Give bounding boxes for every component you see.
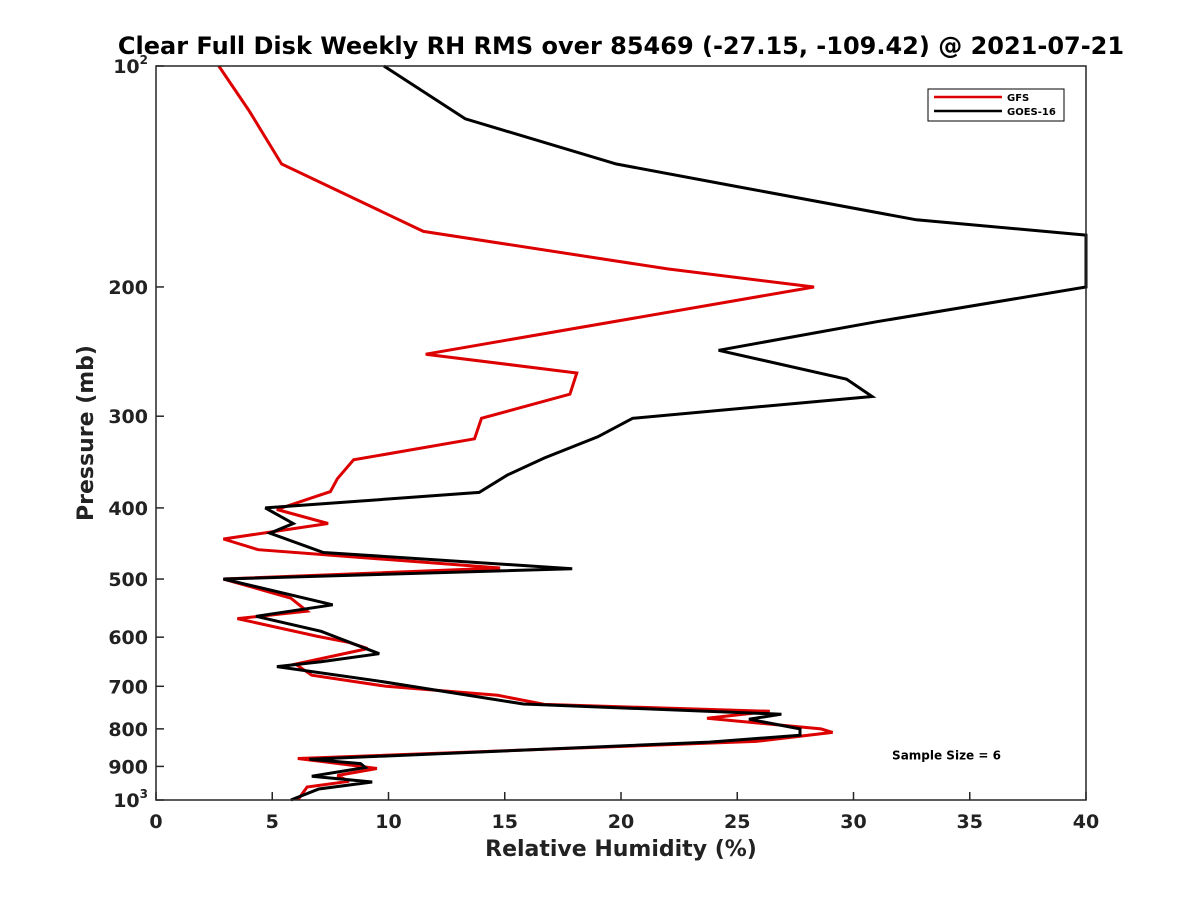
x-tick-label: 0 — [149, 811, 162, 833]
chart-title: Clear Full Disk Weekly RH RMS over 85469… — [118, 32, 1124, 60]
series-line-gfs — [217, 65, 834, 801]
legend-box — [927, 88, 1065, 122]
y-tick-label: 400 — [108, 498, 148, 520]
plot-series-group — [217, 64, 1088, 802]
x-tick-label: 25 — [724, 811, 750, 833]
y-tick-label: 900 — [108, 756, 148, 778]
sample-size-annotation: Sample Size = 6 — [892, 748, 1001, 762]
y-tick-label: 800 — [108, 719, 148, 741]
legend-label-goes-16: GOES-16 — [1007, 107, 1056, 118]
series-line-goes-16 — [223, 64, 1088, 802]
x-tick-label: 5 — [266, 811, 279, 833]
x-tick-label: 10 — [375, 811, 401, 833]
x-tick-label: 15 — [492, 811, 518, 833]
y-tick-label: 600 — [108, 627, 148, 649]
y-tick-label: 300 — [108, 406, 148, 428]
y-tick-label: 700 — [108, 676, 148, 698]
x-tick-label: 35 — [957, 811, 983, 833]
y-tick-label: 500 — [108, 569, 148, 591]
y-axis-label: Pressure (mb) — [74, 345, 99, 521]
x-tick-label: 30 — [840, 811, 866, 833]
legend: GFS GOES-16 — [927, 88, 1065, 122]
y-tick-label: 200 — [108, 277, 148, 299]
x-axis-ticks: 0 5 10 15 20 25 30 35 40 — [149, 792, 1099, 833]
legend-label-gfs: GFS — [1007, 93, 1029, 104]
x-axis-label: Relative Humidity (%) — [485, 837, 757, 862]
x-tick-label: 20 — [608, 811, 634, 833]
x-tick-label: 40 — [1073, 811, 1099, 833]
